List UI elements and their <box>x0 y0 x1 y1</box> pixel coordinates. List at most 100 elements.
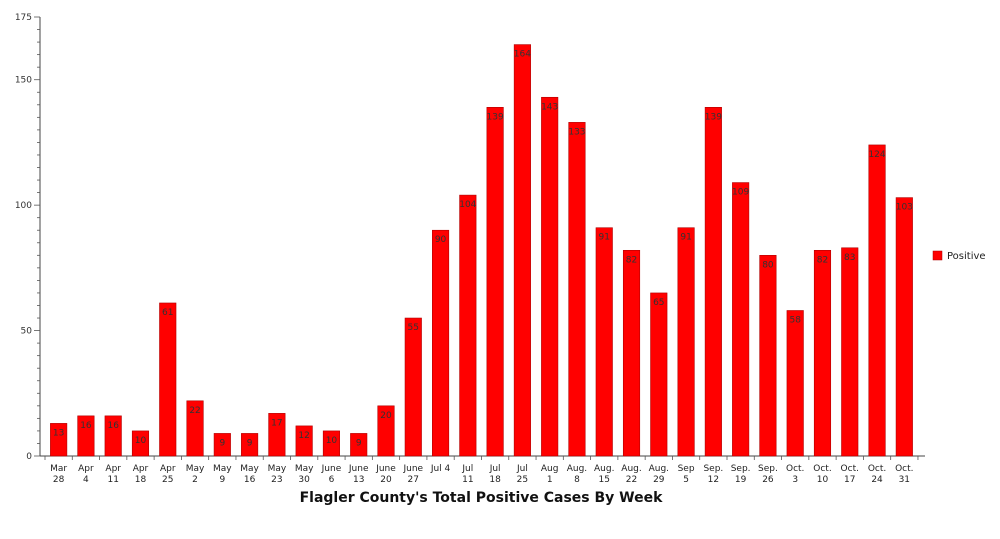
x-category-label: 6 <box>329 475 335 485</box>
bar <box>868 144 886 457</box>
data-label: 20 <box>380 411 392 421</box>
bars-group <box>50 44 913 457</box>
x-category-label: Sep <box>678 464 695 474</box>
x-category-label: Oct. <box>841 464 859 474</box>
x-category-label: May <box>213 464 232 474</box>
data-label: 139 <box>487 112 504 122</box>
bar <box>77 415 95 457</box>
data-label: 103 <box>896 203 913 213</box>
bar <box>186 400 204 457</box>
x-category-label: 11 <box>107 475 118 485</box>
x-category-label: Apr <box>105 464 121 474</box>
x-category-label: 25 <box>517 475 528 485</box>
data-label: 80 <box>762 260 774 270</box>
data-label: 83 <box>844 253 855 263</box>
bar <box>568 122 586 457</box>
data-label: 82 <box>626 255 637 265</box>
y-tick-label: 150 <box>15 76 32 86</box>
bar <box>732 182 750 457</box>
x-category-label: 8 <box>574 475 580 485</box>
x-category-label: 26 <box>762 475 774 485</box>
bar <box>295 425 313 457</box>
bar <box>377 405 395 457</box>
x-category-label: 17 <box>844 475 855 485</box>
data-label: 139 <box>705 112 722 122</box>
x-category-label: Jul 4 <box>430 464 451 474</box>
data-label: 9 <box>247 438 253 448</box>
x-category-label: 18 <box>489 475 501 485</box>
data-label: 22 <box>189 406 200 416</box>
chart-title: Flagler County's Total Positive Cases By… <box>300 490 664 506</box>
x-category-label: Aug <box>541 464 559 474</box>
data-label: 109 <box>732 188 749 198</box>
bar <box>895 197 913 457</box>
x-category-label: 5 <box>683 475 689 485</box>
bar <box>513 44 531 457</box>
data-label: 16 <box>80 421 92 431</box>
bar <box>131 430 150 457</box>
data-label: 91 <box>599 233 610 243</box>
x-category-label: 20 <box>380 475 392 485</box>
x-category-label: 10 <box>817 475 829 485</box>
x-category-label: 28 <box>53 475 65 485</box>
bar <box>159 302 177 457</box>
data-label: 10 <box>326 436 338 446</box>
x-category-label: June <box>348 464 369 474</box>
x-category-label: June <box>375 464 396 474</box>
data-label: 17 <box>271 418 282 428</box>
x-category-label: Sep. <box>758 464 778 474</box>
x-category-label: 18 <box>135 475 147 485</box>
bar <box>541 96 559 457</box>
bar <box>759 255 777 457</box>
data-label: 61 <box>162 308 173 318</box>
data-label: 90 <box>435 235 447 245</box>
data-label: 164 <box>514 50 531 60</box>
data-label: 10 <box>135 436 147 446</box>
bar <box>50 423 68 457</box>
x-category-label: Sep. <box>703 464 723 474</box>
bar <box>350 433 368 457</box>
data-label: 91 <box>680 233 691 243</box>
x-category-label: June <box>402 464 423 474</box>
x-category-label: Oct. <box>895 464 913 474</box>
x-category-label: Oct. <box>813 464 831 474</box>
y-tick-label: 100 <box>15 201 32 211</box>
x-category-label: 23 <box>271 475 282 485</box>
legend: Positive <box>932 250 986 262</box>
x-category-label: 16 <box>244 475 256 485</box>
x-category-label: May <box>240 464 259 474</box>
bar <box>650 292 668 457</box>
data-label: 124 <box>868 150 885 160</box>
bar <box>813 249 832 457</box>
data-label: 9 <box>356 438 362 448</box>
y-tick-label: 175 <box>15 13 32 23</box>
data-label: 65 <box>653 298 664 308</box>
y-tick-label: 0 <box>26 452 32 462</box>
x-category-label: 31 <box>899 475 910 485</box>
data-label: 143 <box>541 102 558 112</box>
y-axis: 0 50 100 150 175 <box>15 13 41 462</box>
x-category-label: Aug. <box>649 464 669 474</box>
bar <box>704 107 722 457</box>
x-category-label: 3 <box>792 475 798 485</box>
data-label: 9 <box>219 438 225 448</box>
x-category-label: 1 <box>547 475 553 485</box>
data-label: 82 <box>817 255 828 265</box>
x-category-label: Jul <box>489 464 501 474</box>
x-category-label: Mar <box>50 464 67 474</box>
x-axis <box>40 455 925 460</box>
x-category-label: 9 <box>219 475 225 485</box>
bar <box>459 194 477 457</box>
bar <box>622 249 641 457</box>
bar <box>595 227 613 457</box>
x-category-label: Aug. <box>594 464 614 474</box>
x-category-label: 27 <box>408 475 419 485</box>
x-category-label: Apr <box>160 464 176 474</box>
bar <box>432 229 450 457</box>
x-category-label: 22 <box>626 475 637 485</box>
x-category-label: May <box>268 464 287 474</box>
bar <box>322 430 340 457</box>
bar <box>486 107 504 457</box>
data-label: 55 <box>408 323 419 333</box>
